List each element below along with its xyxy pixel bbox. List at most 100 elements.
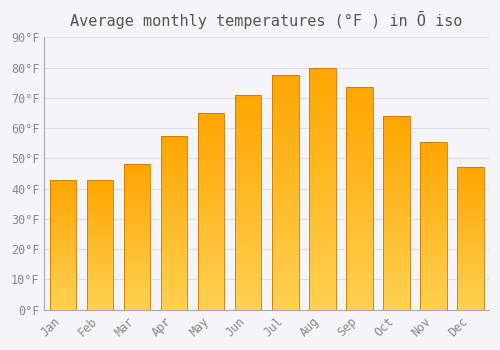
Bar [383,288,409,290]
Bar [309,201,336,203]
Bar [383,308,409,310]
Bar [124,269,150,271]
Bar [420,228,446,229]
Bar [50,288,76,289]
Bar [346,254,372,256]
Bar [346,172,372,174]
Bar [124,211,150,212]
Bar [161,242,188,244]
Bar [346,87,372,310]
Bar [383,176,409,178]
Bar [124,298,150,300]
Bar [383,197,409,199]
Bar [161,170,188,172]
Bar [50,302,76,303]
Bar [161,256,188,258]
Bar [124,308,150,310]
Bar [383,223,409,224]
Bar [272,279,298,281]
Bar [420,224,446,226]
Bar [124,247,150,249]
Bar [346,230,372,232]
Bar [383,226,409,228]
Bar [457,259,483,260]
Bar [457,167,483,310]
Bar [272,305,298,307]
Bar [346,223,372,225]
Bar [86,202,114,203]
Bar [346,138,372,141]
Bar [86,224,114,225]
Bar [272,99,298,101]
Bar [86,199,114,200]
Bar [198,119,224,121]
Bar [272,106,298,108]
Bar [124,289,150,291]
Bar [198,245,224,247]
Bar [346,259,372,261]
Bar [235,293,262,295]
Bar [457,257,483,259]
Bar [198,192,224,194]
Bar [420,170,446,172]
Bar [86,292,114,293]
Bar [457,304,483,306]
Bar [383,130,409,132]
Bar [272,124,298,127]
Bar [420,211,446,212]
Bar [50,252,76,254]
Bar [235,306,262,308]
Bar [309,162,336,164]
Bar [50,301,76,302]
Bar [420,177,446,178]
Bar [86,295,114,297]
Bar [457,297,483,298]
Bar [198,223,224,225]
Bar [86,196,114,198]
Bar [309,215,336,218]
Bar [235,230,262,232]
Bar [346,287,372,290]
Bar [161,205,188,207]
Bar [86,271,114,272]
Bar [124,209,150,211]
Bar [124,244,150,246]
Bar [309,261,336,264]
Bar [420,201,446,202]
Bar [161,176,188,177]
Bar [309,92,336,94]
Bar [309,118,336,121]
Bar [50,308,76,310]
Bar [161,165,188,167]
Bar [346,92,372,94]
Bar [457,183,483,184]
Bar [161,259,188,261]
Bar [346,296,372,299]
Bar [420,159,446,160]
Bar [235,222,262,224]
Bar [124,291,150,292]
Bar [50,272,76,273]
Bar [346,161,372,163]
Bar [235,290,262,293]
Bar [50,186,76,187]
Bar [198,202,224,203]
Bar [235,138,262,140]
Bar [161,252,188,254]
Bar [198,292,224,294]
Bar [383,296,409,298]
Bar [50,270,76,271]
Bar [124,233,150,234]
Bar [86,215,114,216]
Bar [309,273,336,276]
Bar [161,244,188,245]
Bar [309,268,336,271]
Bar [309,142,336,145]
Bar [124,268,150,269]
Bar [198,148,224,150]
Bar [161,265,188,266]
Bar [161,141,188,142]
Bar [235,191,262,194]
Bar [457,190,483,191]
Bar [272,277,298,279]
